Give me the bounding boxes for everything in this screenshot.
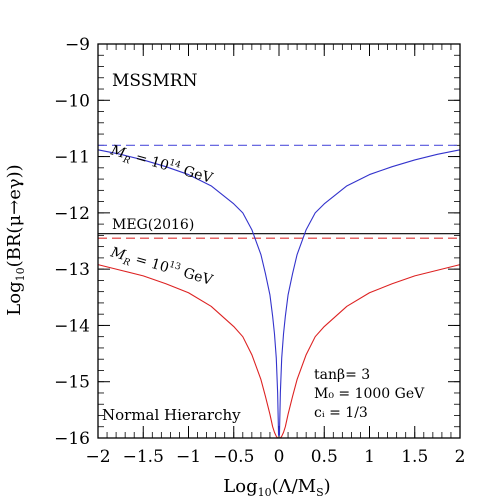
- x-axis-label: Log10(Λ/MS): [223, 476, 330, 499]
- x-axis-label-base: Log: [223, 476, 257, 497]
- param-ci: cᵢ = 1/3: [314, 405, 368, 421]
- x-tick-label: −0.5: [213, 447, 254, 467]
- series-label-mr13-eq: = 10: [129, 250, 170, 276]
- x-tick-label: −2: [85, 447, 110, 467]
- y-tick-label: −9: [65, 35, 90, 55]
- hierarchy-label: Normal Hierarchy: [102, 406, 241, 424]
- model-label: MSSMRN: [112, 71, 198, 91]
- svg-text:MR = 1013 GeV: MR = 1013 GeV: [107, 243, 215, 292]
- y-tick-label: −14: [54, 316, 90, 336]
- y-axis-label-sub: 10: [14, 267, 27, 281]
- y-tick-label: −10: [54, 91, 90, 111]
- x-axis-label-sub: 10: [258, 486, 272, 499]
- y-axis-label-base: Log: [4, 281, 25, 315]
- y-tick-label: −12: [54, 204, 90, 224]
- x-axis-label-close: ): [324, 476, 331, 497]
- x-axis-label-arg: (Λ/M: [272, 476, 317, 497]
- series-label-mr13-sup: 13: [168, 260, 182, 273]
- parameter-box: tanβ= 3 M₀ = 1000 GeV cᵢ = 1/3: [314, 367, 425, 421]
- param-tanbeta: tanβ= 3: [314, 367, 370, 383]
- series-label-mr13-sub: R: [121, 257, 131, 269]
- series-label-mr13-main: M: [108, 244, 128, 264]
- y-tick-label: −13: [54, 260, 90, 280]
- x-tick-label: −1.5: [123, 447, 164, 467]
- param-m0: M₀ = 1000 GeV: [314, 386, 425, 402]
- series-label-mr14-main: M: [108, 142, 128, 162]
- x-tick-label: 0.5: [311, 447, 338, 467]
- x-tick-label: 0: [274, 447, 285, 467]
- series-label-mr13: MR = 1013 GeV: [107, 243, 215, 292]
- svg-text:MR = 1014 GeV: MR = 1014 GeV: [107, 141, 215, 190]
- tick-labels: −2 −1.5 −1 −0.5 0 0.5 1 1.5 2 −16 −15 −14 −13 −12 −11 −…: [54, 35, 465, 467]
- y-axis-label-arg: (BR(μ→eγ)): [4, 164, 25, 267]
- x-tick-label: −1: [176, 447, 201, 467]
- plot-frame: [97, 43, 461, 439]
- x-tick-label: 2: [455, 447, 466, 467]
- x-tick-label: 1.5: [401, 447, 428, 467]
- series-line-0: [97, 149, 461, 436]
- y-axis-label: Log10(BR(μ→eγ)): [4, 164, 27, 315]
- y-tick-label: −16: [54, 429, 90, 449]
- y-tick-label: −15: [54, 373, 90, 393]
- series-label-mr14: MR = 1014 GeV: [107, 141, 215, 190]
- meg-label: MEG(2016): [112, 217, 194, 233]
- axis-ticks: [97, 43, 461, 439]
- y-tick-label: −11: [54, 148, 90, 168]
- series-label-mr13-unit: GeV: [177, 264, 215, 289]
- reference-lines: [98, 144, 460, 239]
- series-label-mr14-sup: 14: [168, 158, 182, 171]
- series-label-mr14-sub: R: [121, 155, 131, 167]
- series-label-mr14-eq: = 10: [129, 148, 170, 174]
- x-tick-label: 1: [364, 447, 375, 467]
- series-label-mr14-unit: GeV: [177, 162, 215, 187]
- x-axis-label-arg-sub: S: [316, 486, 324, 499]
